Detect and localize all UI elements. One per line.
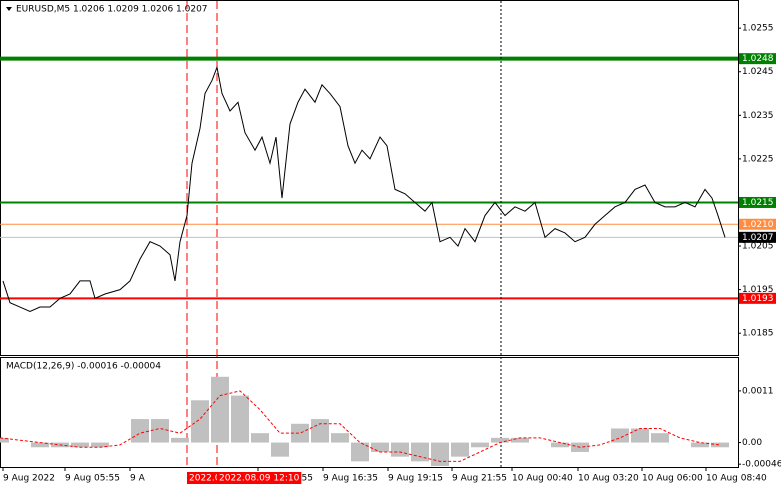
macd-bar [471,442,489,448]
x-tick-label: 9 Aug 05:55 [65,474,120,484]
level-label-box [739,53,776,65]
level-label: 1.0193 [742,294,774,304]
macd-bar [91,442,109,448]
macd-bar [351,442,369,462]
level-label-box [739,196,776,208]
macd-title: MACD(12,26,9) -0.00016 -0.00004 [6,362,161,372]
x-tick-label: 10 Aug 00:40 [512,474,573,484]
x-tick-label: 9 Aug 2022 [3,474,55,484]
macd-bar [271,442,289,457]
price-line [2,65,726,312]
macd-bar [611,428,629,443]
macd-bar [651,433,669,443]
macd-bar [71,442,89,448]
x-tick-label: 9 Aug 16:35 [323,474,378,484]
y-tick-label: 0.00 [742,438,762,448]
macd-bar [0,437,9,443]
y-tick-label: -0.00046 [742,460,781,470]
level-label-box [739,218,776,230]
vertical-line-label: 2022.0 [189,474,221,484]
level-label: 1.0207 [742,233,774,243]
macd-bar [191,400,209,443]
vertical-line-label-box [217,472,302,484]
macd-bar [691,442,709,448]
y-tick-label: 1.0195 [742,285,774,295]
y-tick-label: 1.0235 [742,111,774,121]
macd-bar [211,376,229,443]
x-tick-label: 10 Aug 08:40 [706,474,767,484]
y-tick-label: 1.0205 [742,242,774,252]
macd-bar [331,433,349,443]
level-label: 1.0248 [742,54,774,64]
menu-arrow [6,7,12,11]
y-tick-label: 1.0255 [742,24,774,34]
macd-bar [431,442,449,467]
macd-bar [511,437,529,443]
macd-bar [231,395,249,443]
level-label: 1.0215 [742,198,774,208]
macd-bar [31,442,49,448]
macd-bar [631,428,649,443]
macd-bar [411,442,429,462]
x-tick-label: 9 A [130,474,146,484]
macd-bar [131,419,149,443]
vertical-line-tag: 2022.0 [187,472,223,484]
macd-bar [251,433,269,443]
macd-bar [291,423,309,443]
x-tick-label: 9 Aug 19:15 [388,474,443,484]
signal-line [0,390,721,462]
macd-bar [491,437,509,443]
y-tick-label: 1.0225 [742,154,774,164]
vertical-line-label: 2022.08.09 12:10 [219,474,300,484]
vertical-line-label-box [187,472,223,484]
x-tick-label: 9 Aug 21:55 [452,474,507,484]
macd-bar [151,419,169,443]
y-tick-label: 1.0245 [742,67,774,77]
level-label-box [739,292,776,304]
macd-bar [311,419,329,443]
y-tick-label: 0.0011 [742,386,774,396]
x-tick-label: 10 Aug 06:00 [642,474,703,484]
level-label-box [739,231,776,243]
macd-bar [171,437,189,443]
macd-frame [0,357,739,468]
macd-bar [451,442,469,457]
price-frame [0,0,739,356]
macd-bar [391,442,409,457]
x-tick-label: 10 Aug 03:20 [578,474,639,484]
macd-bar [551,442,569,448]
level-label: 1.0210 [742,220,774,230]
vertical-line-tag: 2022.08.09 12:10 [217,472,302,484]
macd-bar [711,442,729,448]
macd-bar [371,442,389,452]
y-tick-label: 1.0185 [742,329,774,339]
chart-title: EURUSD,M5 1.0206 1.0209 1.0206 1.0207 [16,5,208,15]
